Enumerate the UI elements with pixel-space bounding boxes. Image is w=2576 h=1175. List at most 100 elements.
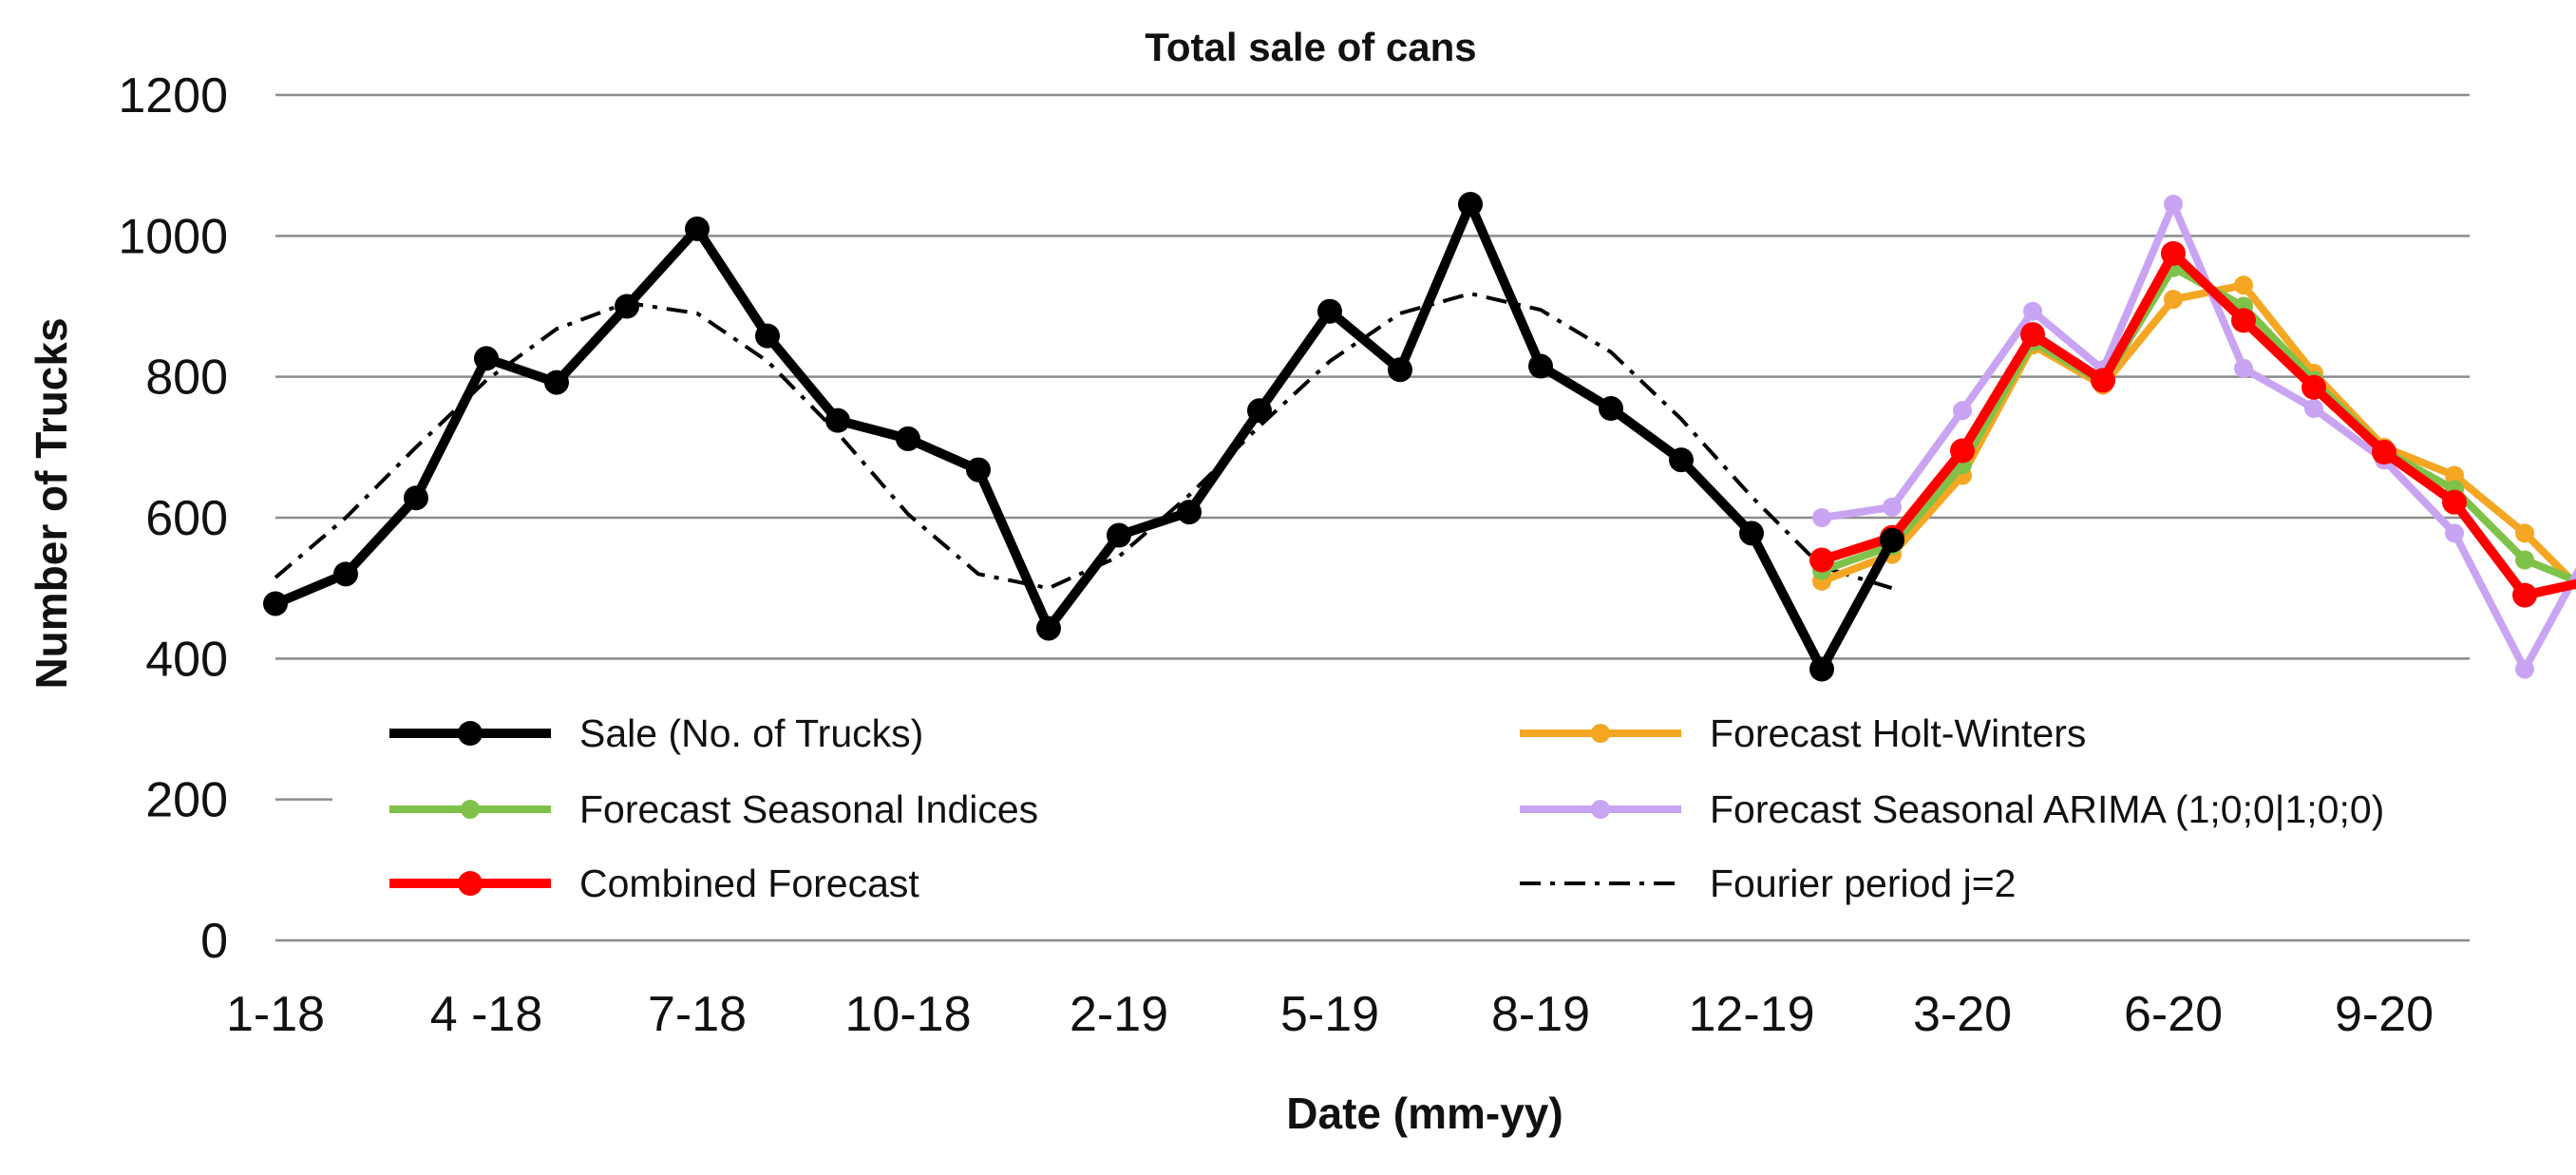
series-line	[1818, 263, 2576, 585]
data-point-1	[333, 561, 358, 587]
x-tick-label-18: 8-19	[1491, 987, 1590, 1042]
y-tick-label-800: 800	[145, 351, 228, 406]
data-point-18	[1528, 353, 1553, 379]
series-fourier-period-j-2	[274, 292, 1893, 591]
series-line	[274, 292, 1893, 591]
data-point-21	[1739, 521, 1764, 546]
legend-background	[332, 689, 2565, 926]
data-point-10	[966, 457, 991, 483]
y-axis-title: Number of Trucks	[27, 317, 76, 689]
legend-entry: Forecast Seasonal ARIMA (1;0;0|1;0;0)	[1520, 787, 2384, 831]
data-point-14	[1247, 398, 1272, 424]
data-point-15	[1317, 298, 1342, 324]
legend-entry: Forecast Holt-Winters	[1520, 711, 2086, 755]
data-point-13	[1177, 500, 1202, 525]
data-point-23	[1883, 497, 1902, 517]
data-point-11	[1036, 616, 1061, 641]
data-point-12	[1107, 522, 1131, 548]
data-point-17	[1458, 191, 1483, 217]
x-tick-label-24: 3-20	[1913, 987, 2012, 1042]
data-point-31	[2445, 465, 2464, 485]
data-point-32	[2515, 550, 2534, 570]
data-point-22	[1812, 508, 1831, 527]
data-point-4	[544, 370, 569, 395]
legend-entry: Combined Forecast	[389, 862, 919, 905]
data-point-27	[2164, 290, 2183, 310]
data-point-27	[2164, 194, 2183, 214]
legend-label: Sale (No. of Trucks)	[579, 711, 923, 755]
data-point-6	[685, 216, 710, 241]
x-tick-label-27: 6-20	[2124, 987, 2223, 1042]
data-point-20	[1669, 447, 1694, 473]
x-tick-label-3: 4 -18	[430, 987, 543, 1042]
y-tick-label-400: 400	[145, 632, 228, 687]
x-tick-label-12: 2-19	[1070, 987, 1168, 1042]
series-sale-no-of-trucks-	[263, 191, 1904, 682]
data-point-31	[2442, 489, 2467, 515]
data-point-29	[2301, 374, 2326, 400]
y-axis: 0 200 400 600 800 1000 1200	[118, 68, 228, 969]
data-point-22	[1809, 656, 1834, 682]
data-point-28	[2231, 308, 2256, 333]
legend-label: Forecast Seasonal ARIMA (1;0;0|1;0;0)	[1710, 787, 2384, 831]
x-tick-label-30: 9-20	[2335, 987, 2434, 1042]
y-tick-label-200: 200	[145, 773, 228, 828]
x-tick-label-6: 7-18	[648, 987, 747, 1042]
legend-entry: Fourier period j=2	[1520, 862, 2016, 905]
legend-swatch-marker	[461, 800, 480, 819]
data-point-32	[2515, 659, 2534, 679]
legend-label: Forecast Seasonal Indices	[579, 787, 1038, 831]
data-point-19	[1599, 396, 1623, 422]
legend: Sale (No. of Trucks) Forecast Holt-Winter…	[332, 689, 2565, 926]
legend-swatch-marker	[1591, 724, 1610, 743]
legend-swatch-marker	[458, 871, 483, 896]
data-point-23	[1880, 527, 1904, 553]
data-point-5	[615, 294, 639, 319]
legend-swatch-marker	[458, 721, 483, 746]
x-axis-title: Date (mm-yy)	[1286, 1089, 1563, 1138]
y-tick-label-0: 0	[200, 914, 228, 969]
data-point-16	[1388, 357, 1412, 383]
data-point-28	[2234, 275, 2253, 295]
legend-entry: Forecast Seasonal Indices	[389, 787, 1038, 831]
y-tick-label-600: 600	[145, 491, 228, 546]
y-tick-label-1200: 1200	[118, 68, 228, 123]
data-point-26	[2091, 368, 2115, 393]
data-point-30	[2372, 440, 2396, 465]
legend-entry: Sale (No. of Trucks)	[389, 711, 923, 755]
x-axis: 1-18 4 -18 7-18 10-18 2-19 5-19 8-19 12-19 3-20 6…	[226, 938, 2470, 1042]
series-line	[1817, 248, 2576, 600]
data-point-32	[2515, 523, 2534, 543]
x-tick-label-15: 5-19	[1280, 987, 1379, 1042]
data-point-24	[1950, 438, 1975, 464]
data-point-32	[2512, 582, 2537, 608]
x-tick-label-21: 12-19	[1689, 987, 1815, 1042]
legend-label: Combined Forecast	[579, 862, 919, 905]
data-point-31	[2445, 523, 2464, 543]
data-point-3	[474, 346, 499, 371]
series-lines	[263, 191, 2576, 682]
series-line	[271, 199, 1897, 674]
series-forecast-holt-winters	[1812, 275, 2576, 591]
data-point-2	[404, 485, 428, 511]
data-point-7	[755, 323, 780, 349]
y-tick-label-1000: 1000	[118, 209, 228, 264]
legend-label: Forecast Holt-Winters	[1710, 711, 2086, 755]
data-point-9	[896, 426, 920, 451]
data-point-0	[263, 591, 288, 616]
x-tick-label-9: 10-18	[845, 987, 972, 1042]
data-point-27	[2161, 240, 2186, 266]
data-point-24	[1953, 401, 1972, 421]
data-point-29	[2304, 399, 2323, 419]
x-tick-label-0: 1-18	[226, 987, 325, 1042]
data-point-28	[2234, 358, 2253, 378]
data-point-8	[825, 407, 850, 433]
data-point-25	[2020, 322, 2045, 348]
data-point-22	[1809, 547, 1834, 573]
legend-label: Fourier period j=2	[1710, 862, 2016, 905]
data-point-25	[2023, 301, 2042, 321]
legend-swatch-marker	[1591, 800, 1610, 819]
chart-title: Total sale of cans	[1145, 25, 1476, 69]
